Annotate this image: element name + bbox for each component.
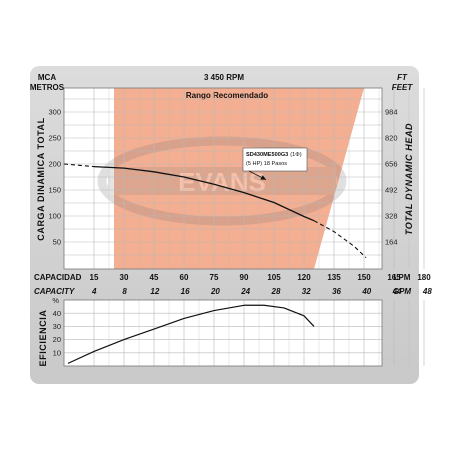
y-tick-left-label: 50	[53, 238, 61, 247]
x-axis-gpm-title: CAPACITY	[34, 287, 75, 296]
eff-tick-label: 40	[53, 309, 61, 318]
y-tick-right-label: 328	[385, 212, 398, 221]
y-tick-right-label: 984	[385, 108, 398, 117]
x-tick-lpm-label: 135	[327, 273, 341, 282]
x-tick-lpm-label: 75	[210, 273, 219, 282]
eff-tick-label: 20	[53, 335, 61, 344]
x-tick-lpm-label: 45	[150, 273, 159, 282]
x-tick-gpm-label: 12	[150, 287, 159, 296]
model-annotation: SD430ME500G3 (1Φ) (5 HP) 18 Pasos	[242, 147, 308, 180]
annotation-arrowhead	[260, 175, 266, 180]
annotation-spec: (5 HP) 18 Pasos	[246, 161, 287, 167]
x-tick-gpm-label: 28	[271, 287, 281, 296]
x-tick-gpm-label: 44	[392, 287, 402, 296]
x-tick-gpm-label: 16	[181, 287, 190, 296]
y-tick-left-label: 150	[48, 186, 61, 195]
y-tick-left-label: 250	[48, 134, 61, 143]
x-tick-lpm-label: 150	[357, 273, 371, 282]
efficiency-plot-frame	[63, 299, 383, 367]
efficiency-curve	[67, 304, 315, 364]
recommended-range-band	[114, 88, 364, 269]
x-tick-lpm-label: 30	[120, 273, 129, 282]
eff-tick-label: 30	[53, 322, 61, 331]
x-ticks-lpm: 15 30 45 60 75 90 105 120 135 150 165 180	[90, 273, 432, 282]
efficiency-curve-group	[67, 304, 315, 364]
y-tick-right-label: 492	[385, 186, 398, 195]
left-unit-top: MCA	[38, 73, 56, 82]
head-curves	[63, 163, 367, 258]
y-tick-left-label: 100	[48, 212, 61, 221]
eff-tick-label: 10	[53, 348, 61, 357]
x-tick-lpm-label: 105	[267, 273, 281, 282]
x-tick-lpm-label: 90	[240, 273, 249, 282]
y-tick-right-label: 820	[385, 134, 398, 143]
x-tick-lpm-label: 15	[90, 273, 99, 282]
head-curve-line	[93, 165, 315, 222]
x-tick-lpm-label: 165	[387, 273, 401, 282]
annotation-model: SD430ME500G3 (1Φ)	[246, 152, 302, 158]
watermark-text: EVANS	[178, 167, 266, 197]
main-grid	[64, 88, 425, 269]
annotation-box	[242, 147, 308, 172]
x-tick-lpm-label: 120	[297, 273, 311, 282]
y-tick-left-label: 200	[48, 160, 61, 169]
right-unit: FEET	[392, 83, 414, 92]
efficiency-grid	[64, 300, 425, 366]
efficiency-plot-area	[64, 300, 382, 366]
x-axis-lpm-unit: LPM	[394, 273, 411, 282]
y-tick-right-label: 164	[385, 238, 398, 247]
x-tick-lpm-label: 60	[180, 273, 189, 282]
left-unit: METROS	[30, 83, 65, 92]
head-curve-line	[63, 163, 95, 168]
x-tick-gpm-label: 4	[91, 287, 97, 296]
chart-title: 3 450 RPM	[204, 73, 244, 82]
y-tick-left-label: 300	[48, 108, 61, 117]
x-tick-gpm-label: 32	[302, 287, 311, 296]
y-ticks-right: 164 328 492 656 820 984	[385, 108, 398, 247]
head-curve-line	[313, 220, 367, 258]
x-ticks-gpm: 4 8 12 16 20 24 28 32 36 40 44 48	[91, 287, 432, 296]
y-ticks-left: 50 100 150 200 250 300	[48, 108, 61, 247]
x-tick-gpm-label: 20	[210, 287, 220, 296]
x-axis-gpm-unit: GPM	[393, 287, 412, 296]
recommended-range-label: Rango Recomendado	[186, 91, 268, 100]
x-tick-gpm-label: 36	[332, 287, 341, 296]
y-axis-right-title: TOTAL DYNAMIC HEAD	[404, 123, 414, 235]
efficiency-unit: %	[52, 296, 59, 305]
y-axis-left-title: CARGA DINAMICA TOTAL	[36, 117, 46, 241]
y-tick-right-label: 656	[385, 160, 398, 169]
efficiency-y-ticks: 10 20 30 40	[53, 309, 61, 358]
x-tick-gpm-label: 40	[361, 287, 371, 296]
x-tick-gpm-label: 8	[122, 287, 127, 296]
efficiency-axis-title: EFICIENCIA	[38, 309, 48, 366]
x-axis-lpm-title: CAPACIDAD	[34, 273, 82, 282]
right-unit-top: FT	[397, 73, 408, 82]
main-plot-frame	[63, 87, 383, 270]
x-tick-gpm-label: 48	[422, 287, 432, 296]
x-tick-lpm-label: 180	[417, 273, 431, 282]
x-tick-gpm-label: 24	[240, 287, 250, 296]
